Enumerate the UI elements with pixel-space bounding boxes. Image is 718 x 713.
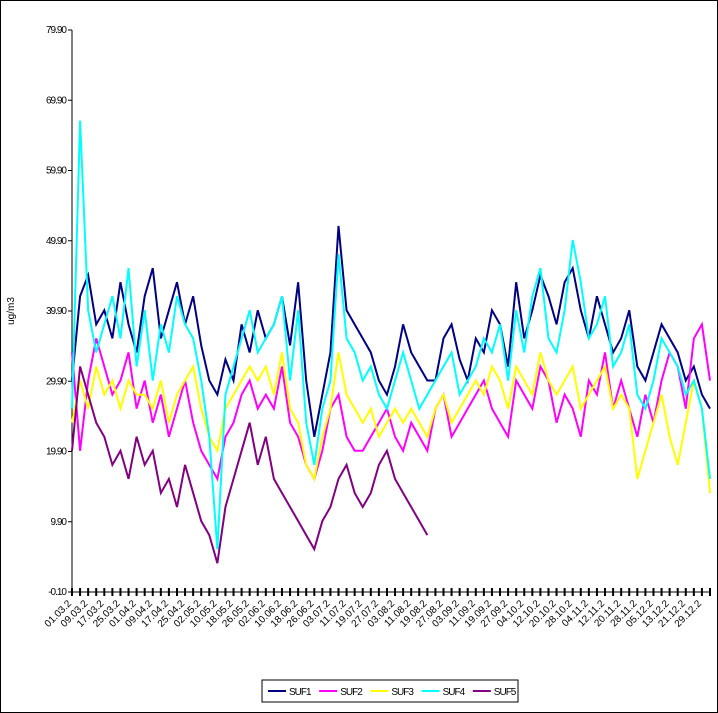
series-line bbox=[71, 225, 711, 437]
y-tick-label: 9.90 bbox=[51, 517, 68, 528]
y-tick-label: 39.90 bbox=[46, 306, 67, 317]
series-line bbox=[71, 120, 711, 550]
y-tick-label: 49.90 bbox=[46, 236, 67, 247]
legend-box bbox=[261, 679, 519, 703]
legend-label: SUF3 bbox=[391, 687, 414, 698]
y-tick-label: 29.90 bbox=[46, 376, 67, 387]
y-tick-label: -0.10 bbox=[48, 587, 67, 598]
y-tick-label: 19.90 bbox=[46, 447, 67, 458]
y-tick-label: 59.90 bbox=[46, 166, 67, 177]
legend-label: SUF5 bbox=[494, 687, 517, 698]
legend-label: SUF1 bbox=[289, 687, 312, 698]
series-line bbox=[71, 321, 711, 482]
y-tick-label: 79.90 bbox=[46, 25, 67, 36]
legend-label: SUF2 bbox=[340, 687, 363, 698]
series-line bbox=[71, 352, 711, 494]
y-tick-label: 69.90 bbox=[46, 95, 67, 106]
legend-label: SUF4 bbox=[443, 687, 466, 698]
y-axis-label: ug/m3 bbox=[6, 297, 17, 325]
series-line bbox=[71, 366, 429, 564]
